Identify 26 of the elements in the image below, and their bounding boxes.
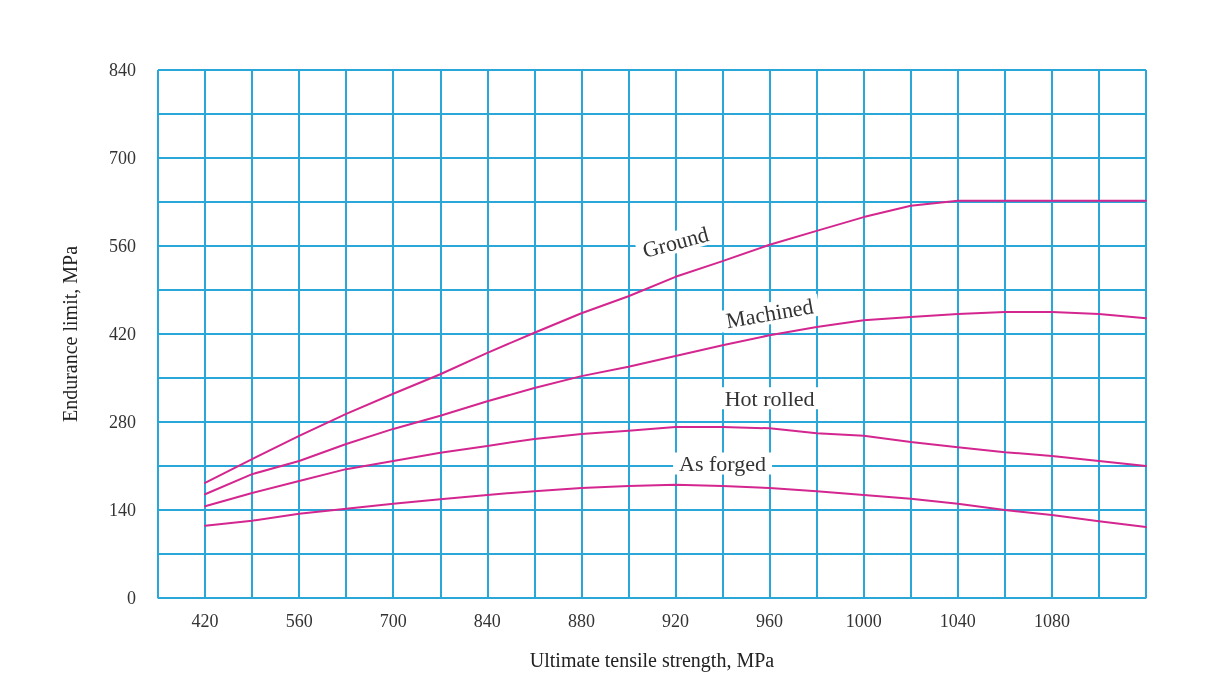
x-tick-label: 420 bbox=[191, 611, 219, 631]
line-series bbox=[204, 426, 1147, 508]
text: Ground bbox=[639, 221, 712, 263]
x-tick-label: 840 bbox=[473, 611, 501, 631]
series-label: Hot rolled bbox=[724, 385, 815, 411]
x-tick-label: 880 bbox=[567, 611, 595, 631]
x-tick-label: 920 bbox=[662, 611, 690, 631]
x-axis-title: Ultimate tensile strength, MPa bbox=[529, 649, 775, 672]
line-series bbox=[204, 483, 1147, 528]
x-tick-label: 700 bbox=[379, 611, 407, 631]
y-tick-label: 420 bbox=[109, 324, 136, 344]
y-tick-label: 700 bbox=[109, 148, 136, 168]
y-tick-label: 560 bbox=[109, 236, 136, 256]
line-series bbox=[204, 199, 1147, 484]
text: Machined bbox=[724, 293, 816, 334]
y-tick-label: 280 bbox=[109, 412, 136, 432]
y-tick-label: 0 bbox=[127, 588, 136, 608]
y-tick-label: 840 bbox=[109, 60, 136, 80]
x-tick-label: 960 bbox=[756, 611, 784, 631]
x-tick-label: 560 bbox=[285, 611, 313, 631]
series-label: As forged bbox=[679, 450, 767, 476]
x-tick-label: 1080 bbox=[1033, 611, 1070, 631]
x-tick-label: 1000 bbox=[845, 611, 882, 631]
y-axis-title: Endurance limit, MPa bbox=[59, 245, 81, 423]
x-tick-label: 1040 bbox=[939, 611, 976, 631]
y-tick-label: 140 bbox=[109, 500, 136, 520]
